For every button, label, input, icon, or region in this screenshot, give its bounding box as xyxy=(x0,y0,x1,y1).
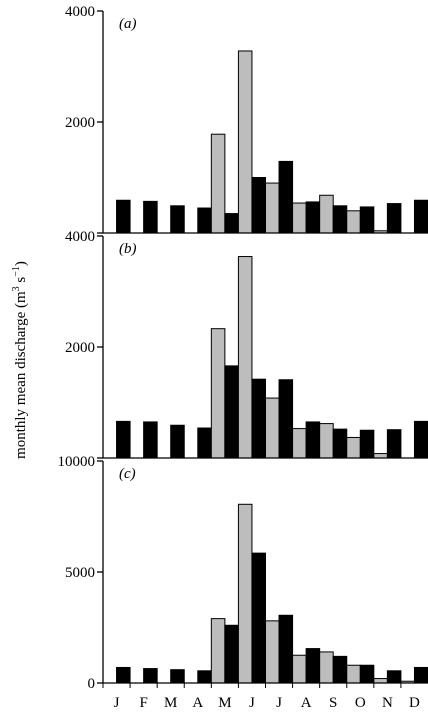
bar-black xyxy=(413,420,428,459)
bar-grey xyxy=(319,423,334,459)
bar-grey xyxy=(265,397,280,459)
bar-grey xyxy=(237,50,253,234)
bar-black xyxy=(305,201,321,234)
x-tick-label: O xyxy=(355,695,366,711)
bar-black xyxy=(359,429,375,459)
bar-grey xyxy=(292,654,307,684)
bar-grey xyxy=(210,328,226,459)
bar-black xyxy=(116,666,131,684)
bar-black xyxy=(332,205,348,234)
panel-a: 2000 4000 (a) xyxy=(65,4,428,234)
bar-grey xyxy=(292,428,307,459)
bar-black xyxy=(386,203,402,234)
x-tick-label: D xyxy=(409,695,420,711)
bar-black xyxy=(116,420,131,459)
bar-black xyxy=(170,669,185,684)
x-tick-label: F xyxy=(139,695,147,711)
x-tick-label: M xyxy=(164,695,177,711)
bar-black xyxy=(413,666,428,684)
y-tick-label: 0 xyxy=(88,676,96,692)
bar-grey xyxy=(346,210,361,234)
bar-black xyxy=(386,670,402,684)
bar-grey xyxy=(319,194,334,234)
bar-black xyxy=(278,379,294,459)
bar-black xyxy=(197,207,212,234)
bar-black xyxy=(197,427,212,459)
bar-black xyxy=(116,199,131,234)
bar-grey xyxy=(210,618,226,684)
bar-black xyxy=(143,200,158,234)
x-tick-label: A xyxy=(301,695,312,711)
panel-b: 2000 4000 (b) xyxy=(65,229,428,459)
bar-black xyxy=(332,428,348,459)
panel-label: (b) xyxy=(119,241,137,257)
bar-black xyxy=(332,655,348,684)
x-tick-label: M xyxy=(218,695,231,711)
bar-black xyxy=(359,664,375,684)
bar-grey xyxy=(210,133,226,234)
bar-black xyxy=(305,421,321,459)
bar-black xyxy=(305,648,321,684)
y-tick-label: 4000 xyxy=(65,229,95,245)
bar-black xyxy=(170,424,185,459)
bar-black xyxy=(386,429,402,459)
bar-grey xyxy=(237,256,253,459)
bar-grey xyxy=(237,503,253,684)
y-tick-label: 2000 xyxy=(65,340,95,356)
bar-grey xyxy=(373,453,388,459)
bar-black xyxy=(251,177,266,234)
bar-black xyxy=(278,614,294,684)
bar-black xyxy=(143,668,158,684)
bar-grey xyxy=(292,202,307,234)
bar-black xyxy=(224,213,239,234)
bar-grey xyxy=(346,664,361,684)
bar-grey xyxy=(265,182,280,234)
bar-grey xyxy=(265,620,280,684)
y-axis-title: monthly mean discharge (m3 s−1) xyxy=(11,261,29,459)
bar-black xyxy=(359,206,375,234)
bar-grey xyxy=(373,678,388,684)
y-tick-label: 5000 xyxy=(65,565,95,581)
x-tick-label: S xyxy=(329,695,337,711)
bar-black xyxy=(143,421,158,459)
bar-black xyxy=(197,670,212,684)
bar-black xyxy=(413,199,428,234)
bar-black xyxy=(224,365,239,459)
x-tick-label: J xyxy=(249,695,255,711)
y-tick-label: 2000 xyxy=(65,115,95,131)
x-tick-label: A xyxy=(192,695,203,711)
x-tick-label: N xyxy=(382,695,393,711)
x-tick-label: J xyxy=(114,695,120,711)
bar-grey xyxy=(346,436,361,459)
bar-black xyxy=(278,160,294,234)
bar-black xyxy=(251,378,266,459)
bar-black xyxy=(224,624,239,684)
y-tick-label: 4000 xyxy=(65,4,95,20)
panel-label: (c) xyxy=(119,466,136,482)
y-tick-label: 10000 xyxy=(58,454,96,470)
bar-grey xyxy=(319,651,334,684)
bar-black xyxy=(170,205,185,234)
x-tick-label: J xyxy=(276,695,282,711)
panel-label: (a) xyxy=(119,16,137,32)
bar-black xyxy=(251,552,266,684)
